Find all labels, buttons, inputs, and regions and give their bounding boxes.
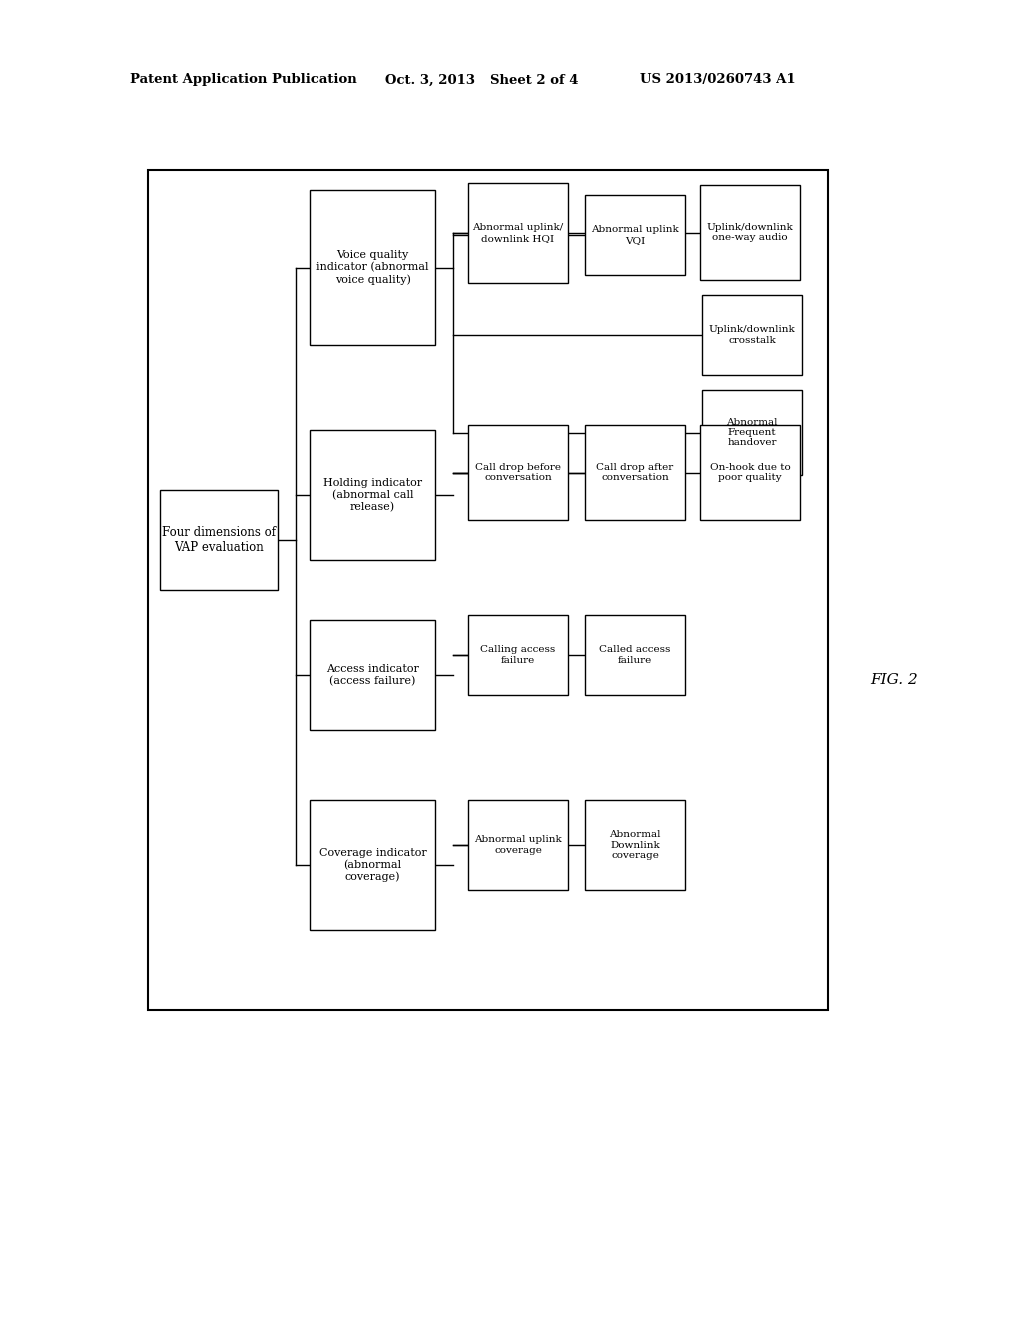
Text: Sheet 2 of 4: Sheet 2 of 4 — [490, 74, 579, 87]
Bar — [702, 389, 802, 475]
Bar — [160, 490, 278, 590]
Text: Uplink/downlink
one-way audio: Uplink/downlink one-way audio — [707, 223, 794, 242]
Bar — [310, 190, 435, 345]
Bar — [148, 170, 828, 1010]
Text: Uplink/downlink
crosstalk: Uplink/downlink crosstalk — [709, 325, 796, 345]
Text: Abnormal uplink
VQI: Abnormal uplink VQI — [591, 226, 679, 244]
Bar — [468, 183, 568, 282]
Text: Oct. 3, 2013: Oct. 3, 2013 — [385, 74, 475, 87]
Text: Voice quality
indicator (abnormal
voice quality): Voice quality indicator (abnormal voice … — [316, 251, 429, 285]
Text: Holding indicator
(abnormal call
release): Holding indicator (abnormal call release… — [323, 478, 422, 512]
Text: Call drop after
conversation: Call drop after conversation — [596, 463, 674, 482]
Text: Called access
failure: Called access failure — [599, 645, 671, 665]
Bar — [585, 195, 685, 275]
Text: Calling access
failure: Calling access failure — [480, 645, 556, 665]
Bar — [310, 800, 435, 931]
Text: Coverage indicator
(abnormal
coverage): Coverage indicator (abnormal coverage) — [318, 847, 426, 882]
Text: On-hook due to
poor quality: On-hook due to poor quality — [710, 463, 791, 482]
Bar — [468, 800, 568, 890]
Bar — [468, 615, 568, 696]
Text: Four dimensions of
VAP evaluation: Four dimensions of VAP evaluation — [162, 525, 276, 554]
Bar — [702, 294, 802, 375]
Text: Abnormal
Frequent
handover: Abnormal Frequent handover — [726, 417, 778, 447]
Text: Call drop before
conversation: Call drop before conversation — [475, 463, 561, 482]
Text: FIG. 2: FIG. 2 — [870, 673, 918, 686]
Text: US 2013/0260743 A1: US 2013/0260743 A1 — [640, 74, 796, 87]
Bar — [310, 620, 435, 730]
Text: Abnormal uplink/
downlink HQI: Abnormal uplink/ downlink HQI — [472, 223, 563, 243]
Bar — [310, 430, 435, 560]
Bar — [700, 425, 800, 520]
Bar — [468, 425, 568, 520]
Bar — [585, 800, 685, 890]
Text: Access indicator
(access failure): Access indicator (access failure) — [326, 664, 419, 686]
Text: Abnormal
Downlink
coverage: Abnormal Downlink coverage — [609, 830, 660, 859]
Text: Patent Application Publication: Patent Application Publication — [130, 74, 356, 87]
Bar — [700, 185, 800, 280]
Bar — [585, 425, 685, 520]
Text: Abnormal uplink
coverage: Abnormal uplink coverage — [474, 836, 562, 855]
Bar — [585, 615, 685, 696]
